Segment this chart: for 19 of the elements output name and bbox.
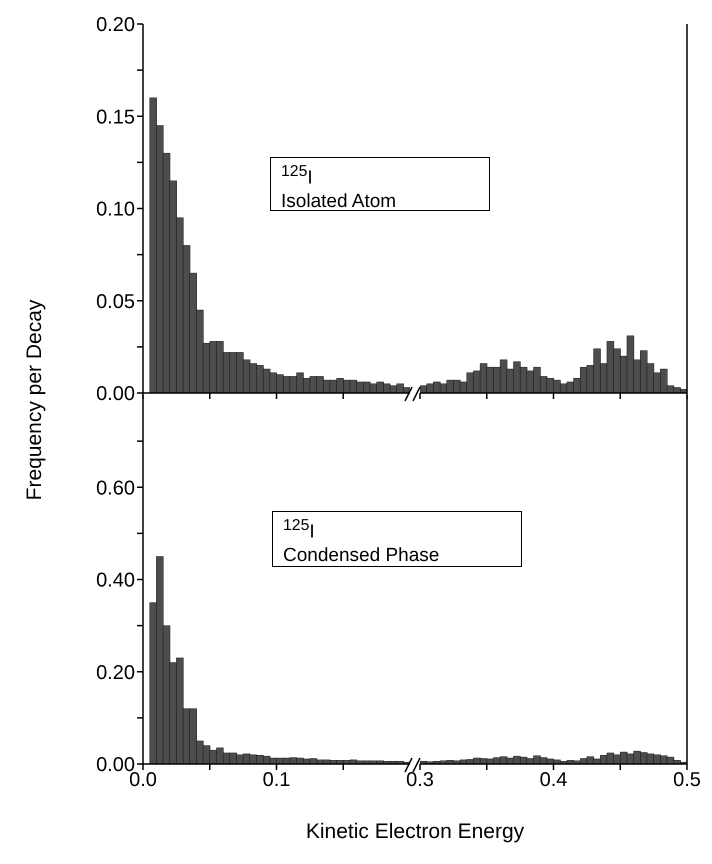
annotation: $^{125}$I	[283, 516, 316, 544]
annotation: $^{125}$I	[281, 162, 314, 190]
y-tick-label: 0.00	[96, 383, 135, 406]
x-tick-label: 0.4	[540, 769, 568, 792]
y-tick-label: 0.60	[96, 477, 135, 500]
annotation: Condensed Phase	[283, 544, 440, 568]
y-tick-label: 0.20	[96, 662, 135, 684]
label-box: $^{125}$I Condensed Phase	[272, 511, 522, 567]
x-tick-label: 0.1	[262, 769, 290, 792]
x-axis-title: Kinetic Electron Energy	[306, 820, 524, 844]
y-tick-label: 0.15	[96, 106, 135, 128]
x-tick-label: 0.3	[406, 769, 434, 792]
y-tick-label: 0.10	[96, 198, 135, 221]
y-tick-label: 0.05	[96, 290, 135, 313]
x-tick-label: 0.5	[673, 769, 701, 792]
y-axis-title: Frequency per Decay	[23, 300, 47, 500]
y-tick-label: 0.40	[96, 570, 135, 592]
label-box: $^{125}$I Isolated Atom	[270, 157, 490, 211]
y-tick-label: 0.20	[96, 14, 135, 36]
